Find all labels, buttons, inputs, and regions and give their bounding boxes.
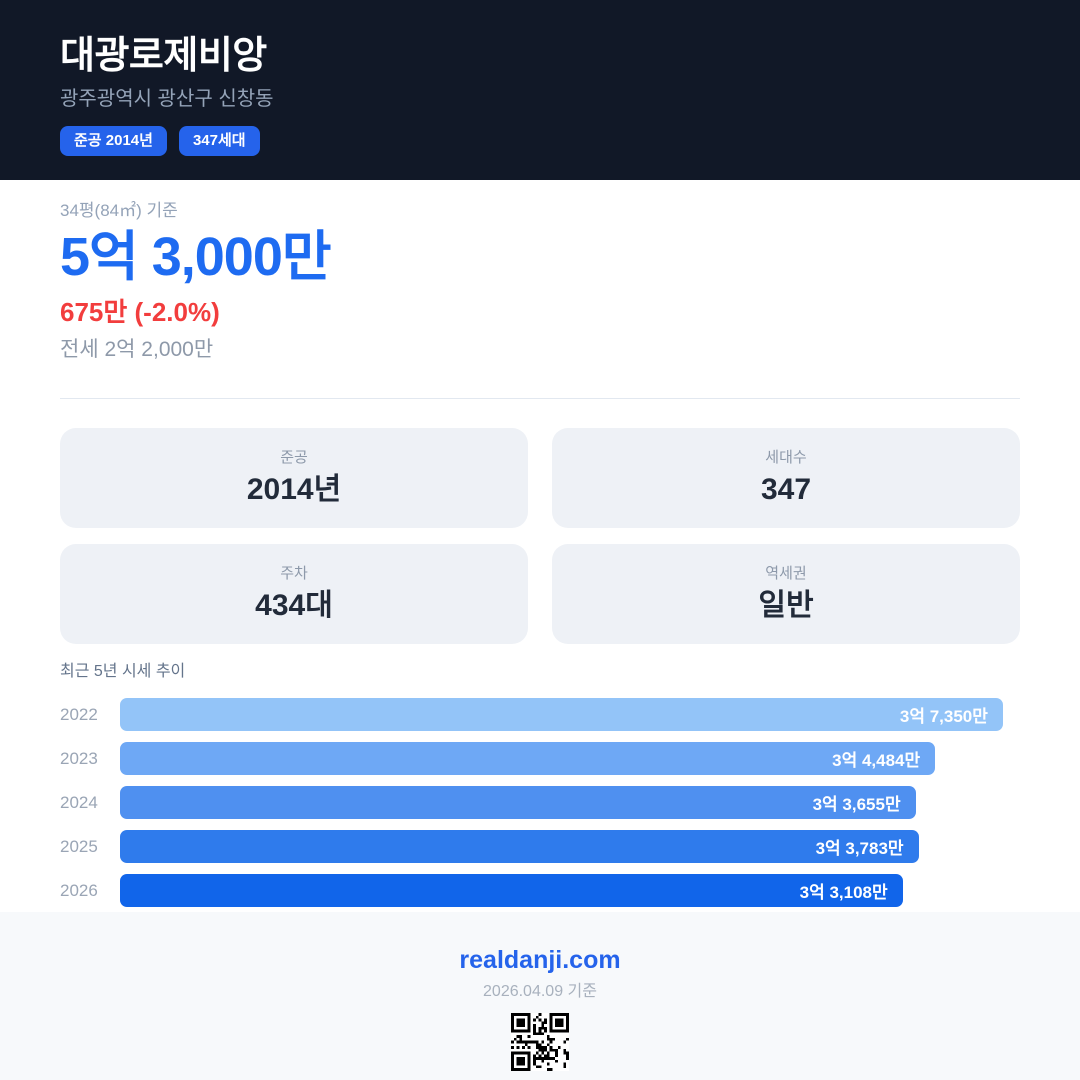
section-divider bbox=[60, 398, 1020, 399]
info-badge: 347세대 bbox=[178, 126, 260, 156]
bar-value-label: 3억 7,350만 bbox=[899, 707, 988, 726]
chart-title: 최근 5년 시세 추이 bbox=[60, 663, 186, 680]
data-date: 2026.04.09 기준 bbox=[483, 983, 597, 1000]
qr-code bbox=[511, 1013, 569, 1071]
main-content: 34평(84㎡) 기준 5억 3,000만 675만 (-2.0%) 전세 2억… bbox=[0, 180, 1080, 912]
price-bar: 3억 3,783만 bbox=[120, 830, 919, 863]
bar-track: 3억 7,350만 bbox=[120, 698, 1020, 731]
site-link[interactable]: realdanji.com bbox=[459, 946, 621, 974]
price-bar: 3억 3,108만 bbox=[120, 874, 903, 907]
bar-track: 3억 4,484만 bbox=[120, 742, 1020, 775]
info-card-label: 주차 bbox=[280, 565, 308, 582]
bar-track: 3억 3,108만 bbox=[120, 874, 1020, 907]
bar-value-label: 3억 3,783만 bbox=[815, 839, 904, 858]
info-card: 준공 2014년 bbox=[60, 428, 528, 528]
complex-name: 대광로제비앙 bbox=[60, 35, 267, 77]
info-card-label: 준공 bbox=[280, 449, 308, 466]
info-card-grid: 준공 2014년 세대수 347 주차 434대 역세권 일반 bbox=[60, 428, 1020, 644]
price-bar: 3억 7,350만 bbox=[120, 698, 1003, 731]
bar-value-label: 3억 3,108만 bbox=[799, 883, 888, 902]
info-card: 주차 434대 bbox=[60, 544, 528, 644]
bar-track: 3억 3,655만 bbox=[120, 786, 1020, 819]
hero-header: 대광로제비앙 광주광역시 광산구 신창동 준공 2014년 347세대 bbox=[0, 0, 1080, 180]
info-card: 세대수 347 bbox=[552, 428, 1020, 528]
bar-track: 3억 3,783만 bbox=[120, 830, 1020, 863]
current-price: 5억 3,000만 bbox=[60, 227, 332, 287]
info-badge: 준공 2014년 bbox=[60, 126, 167, 156]
chart-rows: 2022 3억 7,350만 2023 3억 4,484만 2024 3억 3,… bbox=[60, 698, 1020, 907]
info-card-label: 역세권 bbox=[765, 565, 807, 582]
jeonse-price: 전세 2억 2,000만 bbox=[60, 338, 214, 361]
chart-row: 2023 3억 4,484만 bbox=[60, 742, 1020, 775]
info-card-value: 434대 bbox=[255, 589, 333, 622]
complex-address: 광주광역시 광산구 신창동 bbox=[60, 88, 274, 110]
year-label: 2022 bbox=[60, 704, 98, 724]
footer: realdanji.com 2026.04.09 기준 bbox=[0, 912, 1080, 1080]
info-card-value: 347 bbox=[760, 473, 812, 506]
info-card-value: 2014년 bbox=[246, 473, 342, 506]
chart-row: 2026 3억 3,108만 bbox=[60, 874, 1020, 907]
chart-row: 2022 3억 7,350만 bbox=[60, 698, 1020, 731]
info-card-value: 일반 bbox=[758, 589, 814, 622]
year-label: 2024 bbox=[60, 792, 98, 812]
price-basis: 34평(84㎡) 기준 bbox=[60, 201, 178, 220]
year-label: 2025 bbox=[60, 836, 98, 856]
year-label: 2023 bbox=[60, 748, 98, 768]
price-change: 675만 (-2.0%) bbox=[60, 297, 220, 327]
chart-row: 2024 3억 3,655만 bbox=[60, 786, 1020, 819]
price-trend-chart: 최근 5년 시세 추이 2022 3억 7,350만 2023 3억 4,484… bbox=[60, 662, 1020, 907]
badge-row: 준공 2014년 347세대 bbox=[60, 126, 1020, 156]
bar-value-label: 3억 4,484만 bbox=[832, 751, 921, 770]
info-card: 역세권 일반 bbox=[552, 544, 1020, 644]
info-card-label: 세대수 bbox=[765, 449, 807, 466]
price-bar: 3억 4,484만 bbox=[120, 742, 936, 775]
year-label: 2026 bbox=[60, 880, 98, 900]
price-bar: 3억 3,655만 bbox=[120, 786, 916, 819]
bar-value-label: 3억 3,655만 bbox=[812, 795, 901, 814]
chart-row: 2025 3억 3,783만 bbox=[60, 830, 1020, 863]
